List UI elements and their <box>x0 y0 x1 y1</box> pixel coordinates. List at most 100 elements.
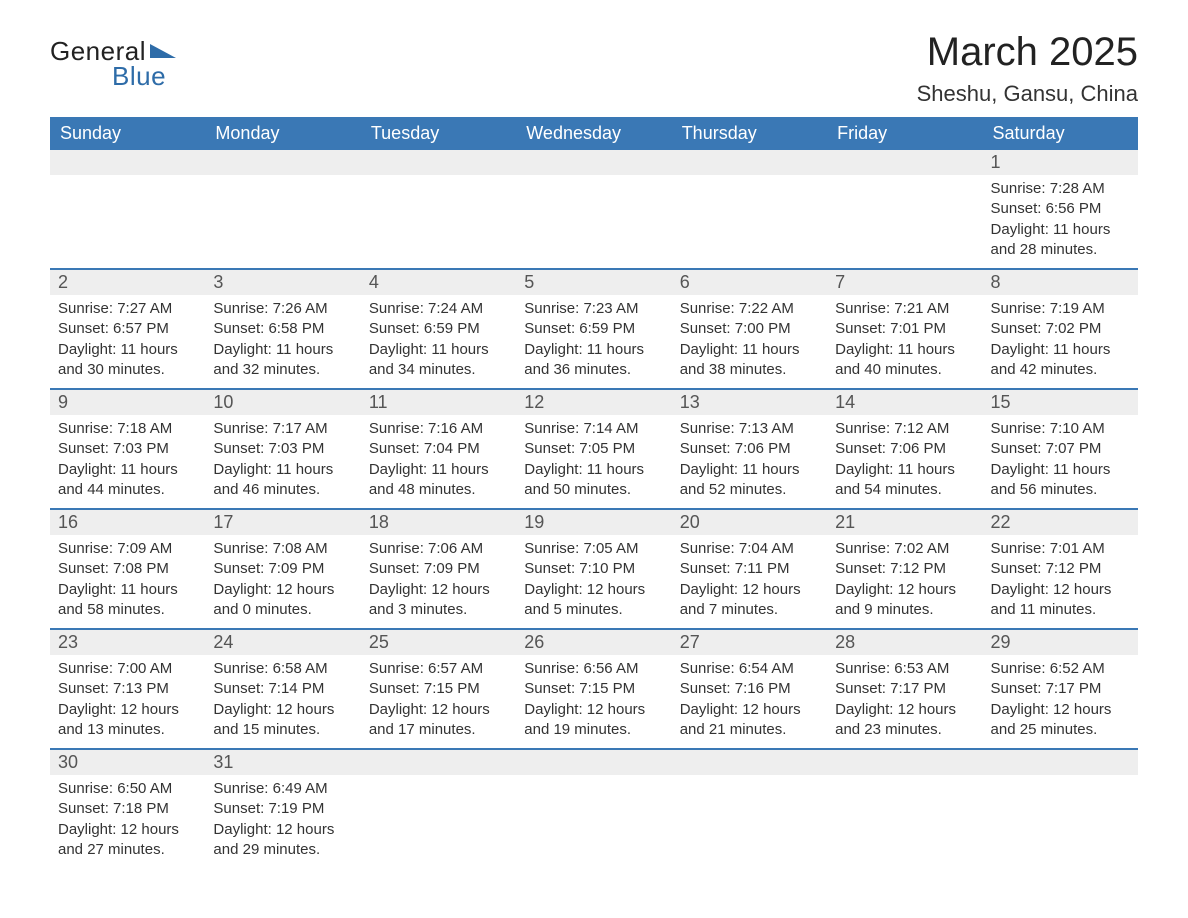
day-number-row: 16171819202122 <box>50 508 1138 535</box>
day-number <box>205 150 360 175</box>
weekday-header-row: SundayMondayTuesdayWednesdayThursdayFrid… <box>50 117 1138 150</box>
day-number: 13 <box>672 390 827 415</box>
day-number: 24 <box>205 630 360 655</box>
day-number <box>361 750 516 775</box>
daylight-text-1: Daylight: 12 hours <box>991 580 1130 600</box>
sunrise-text: Sunrise: 7:13 AM <box>680 419 819 439</box>
sunset-text: Sunset: 7:18 PM <box>58 799 197 819</box>
day-cell: Sunrise: 7:17 AMSunset: 7:03 PMDaylight:… <box>205 415 360 508</box>
sunset-text: Sunset: 7:07 PM <box>991 439 1130 459</box>
weekday-header: Saturday <box>983 117 1138 150</box>
daylight-text-1: Daylight: 11 hours <box>991 340 1130 360</box>
sunset-text: Sunset: 7:10 PM <box>524 559 663 579</box>
day-data-row: Sunrise: 7:28 AMSunset: 6:56 PMDaylight:… <box>50 175 1138 268</box>
day-number: 12 <box>516 390 671 415</box>
day-number: 11 <box>361 390 516 415</box>
daylight-text-1: Daylight: 12 hours <box>58 700 197 720</box>
day-number: 16 <box>50 510 205 535</box>
day-cell <box>672 175 827 268</box>
sunset-text: Sunset: 7:02 PM <box>991 319 1130 339</box>
day-cell: Sunrise: 6:53 AMSunset: 7:17 PMDaylight:… <box>827 655 982 748</box>
day-number: 19 <box>516 510 671 535</box>
sunset-text: Sunset: 7:19 PM <box>213 799 352 819</box>
day-data-row: Sunrise: 7:09 AMSunset: 7:08 PMDaylight:… <box>50 535 1138 628</box>
daylight-text-2: and 56 minutes. <box>991 480 1130 500</box>
daylight-text-2: and 48 minutes. <box>369 480 508 500</box>
sunrise-text: Sunrise: 6:49 AM <box>213 779 352 799</box>
daylight-text-1: Daylight: 11 hours <box>835 340 974 360</box>
sunrise-text: Sunrise: 7:08 AM <box>213 539 352 559</box>
sunset-text: Sunset: 6:58 PM <box>213 319 352 339</box>
day-cell: Sunrise: 7:23 AMSunset: 6:59 PMDaylight:… <box>516 295 671 388</box>
sunrise-text: Sunrise: 7:24 AM <box>369 299 508 319</box>
daylight-text-1: Daylight: 11 hours <box>524 340 663 360</box>
sunset-text: Sunset: 7:06 PM <box>680 439 819 459</box>
daylight-text-1: Daylight: 11 hours <box>524 460 663 480</box>
day-number: 18 <box>361 510 516 535</box>
daylight-text-2: and 9 minutes. <box>835 600 974 620</box>
daylight-text-1: Daylight: 11 hours <box>991 460 1130 480</box>
day-number-row: 3031 <box>50 748 1138 775</box>
day-cell: Sunrise: 6:57 AMSunset: 7:15 PMDaylight:… <box>361 655 516 748</box>
day-number: 9 <box>50 390 205 415</box>
day-cell <box>361 175 516 268</box>
sunset-text: Sunset: 7:04 PM <box>369 439 508 459</box>
sunset-text: Sunset: 7:14 PM <box>213 679 352 699</box>
day-cell: Sunrise: 7:26 AMSunset: 6:58 PMDaylight:… <box>205 295 360 388</box>
daylight-text-2: and 46 minutes. <box>213 480 352 500</box>
weekday-header: Wednesday <box>516 117 671 150</box>
daylight-text-2: and 21 minutes. <box>680 720 819 740</box>
day-number <box>516 150 671 175</box>
daylight-text-2: and 13 minutes. <box>58 720 197 740</box>
day-number <box>672 150 827 175</box>
daylight-text-2: and 40 minutes. <box>835 360 974 380</box>
day-cell: Sunrise: 7:00 AMSunset: 7:13 PMDaylight:… <box>50 655 205 748</box>
day-number <box>672 750 827 775</box>
day-cell: Sunrise: 7:08 AMSunset: 7:09 PMDaylight:… <box>205 535 360 628</box>
day-cell: Sunrise: 7:24 AMSunset: 6:59 PMDaylight:… <box>361 295 516 388</box>
day-cell: Sunrise: 7:12 AMSunset: 7:06 PMDaylight:… <box>827 415 982 508</box>
day-cell: Sunrise: 6:58 AMSunset: 7:14 PMDaylight:… <box>205 655 360 748</box>
daylight-text-1: Daylight: 11 hours <box>213 460 352 480</box>
day-number: 23 <box>50 630 205 655</box>
daylight-text-1: Daylight: 11 hours <box>680 340 819 360</box>
sunset-text: Sunset: 7:09 PM <box>213 559 352 579</box>
sunrise-text: Sunrise: 6:58 AM <box>213 659 352 679</box>
day-number <box>983 750 1138 775</box>
day-number: 31 <box>205 750 360 775</box>
day-number: 6 <box>672 270 827 295</box>
sunrise-text: Sunrise: 7:19 AM <box>991 299 1130 319</box>
sunset-text: Sunset: 6:59 PM <box>369 319 508 339</box>
day-number: 1 <box>983 150 1138 175</box>
daylight-text-2: and 32 minutes. <box>213 360 352 380</box>
daylight-text-1: Daylight: 12 hours <box>213 700 352 720</box>
day-cell <box>205 175 360 268</box>
day-number: 21 <box>827 510 982 535</box>
day-data-row: Sunrise: 7:00 AMSunset: 7:13 PMDaylight:… <box>50 655 1138 748</box>
daylight-text-1: Daylight: 12 hours <box>369 700 508 720</box>
day-cell: Sunrise: 7:02 AMSunset: 7:12 PMDaylight:… <box>827 535 982 628</box>
sunset-text: Sunset: 7:15 PM <box>369 679 508 699</box>
day-cell: Sunrise: 7:19 AMSunset: 7:02 PMDaylight:… <box>983 295 1138 388</box>
daylight-text-1: Daylight: 11 hours <box>991 220 1130 240</box>
sunset-text: Sunset: 7:08 PM <box>58 559 197 579</box>
day-number: 26 <box>516 630 671 655</box>
weekday-header: Thursday <box>672 117 827 150</box>
sunrise-text: Sunrise: 7:02 AM <box>835 539 974 559</box>
day-cell: Sunrise: 7:06 AMSunset: 7:09 PMDaylight:… <box>361 535 516 628</box>
sunrise-text: Sunrise: 7:26 AM <box>213 299 352 319</box>
sunset-text: Sunset: 7:17 PM <box>991 679 1130 699</box>
sunrise-text: Sunrise: 7:04 AM <box>680 539 819 559</box>
day-number: 30 <box>50 750 205 775</box>
day-number: 27 <box>672 630 827 655</box>
day-cell: Sunrise: 7:18 AMSunset: 7:03 PMDaylight:… <box>50 415 205 508</box>
daylight-text-1: Daylight: 12 hours <box>213 820 352 840</box>
daylight-text-1: Daylight: 11 hours <box>369 340 508 360</box>
sunrise-text: Sunrise: 7:05 AM <box>524 539 663 559</box>
daylight-text-1: Daylight: 12 hours <box>524 700 663 720</box>
sunset-text: Sunset: 7:15 PM <box>524 679 663 699</box>
daylight-text-2: and 42 minutes. <box>991 360 1130 380</box>
day-number: 29 <box>983 630 1138 655</box>
sunset-text: Sunset: 7:03 PM <box>213 439 352 459</box>
sunset-text: Sunset: 7:11 PM <box>680 559 819 579</box>
